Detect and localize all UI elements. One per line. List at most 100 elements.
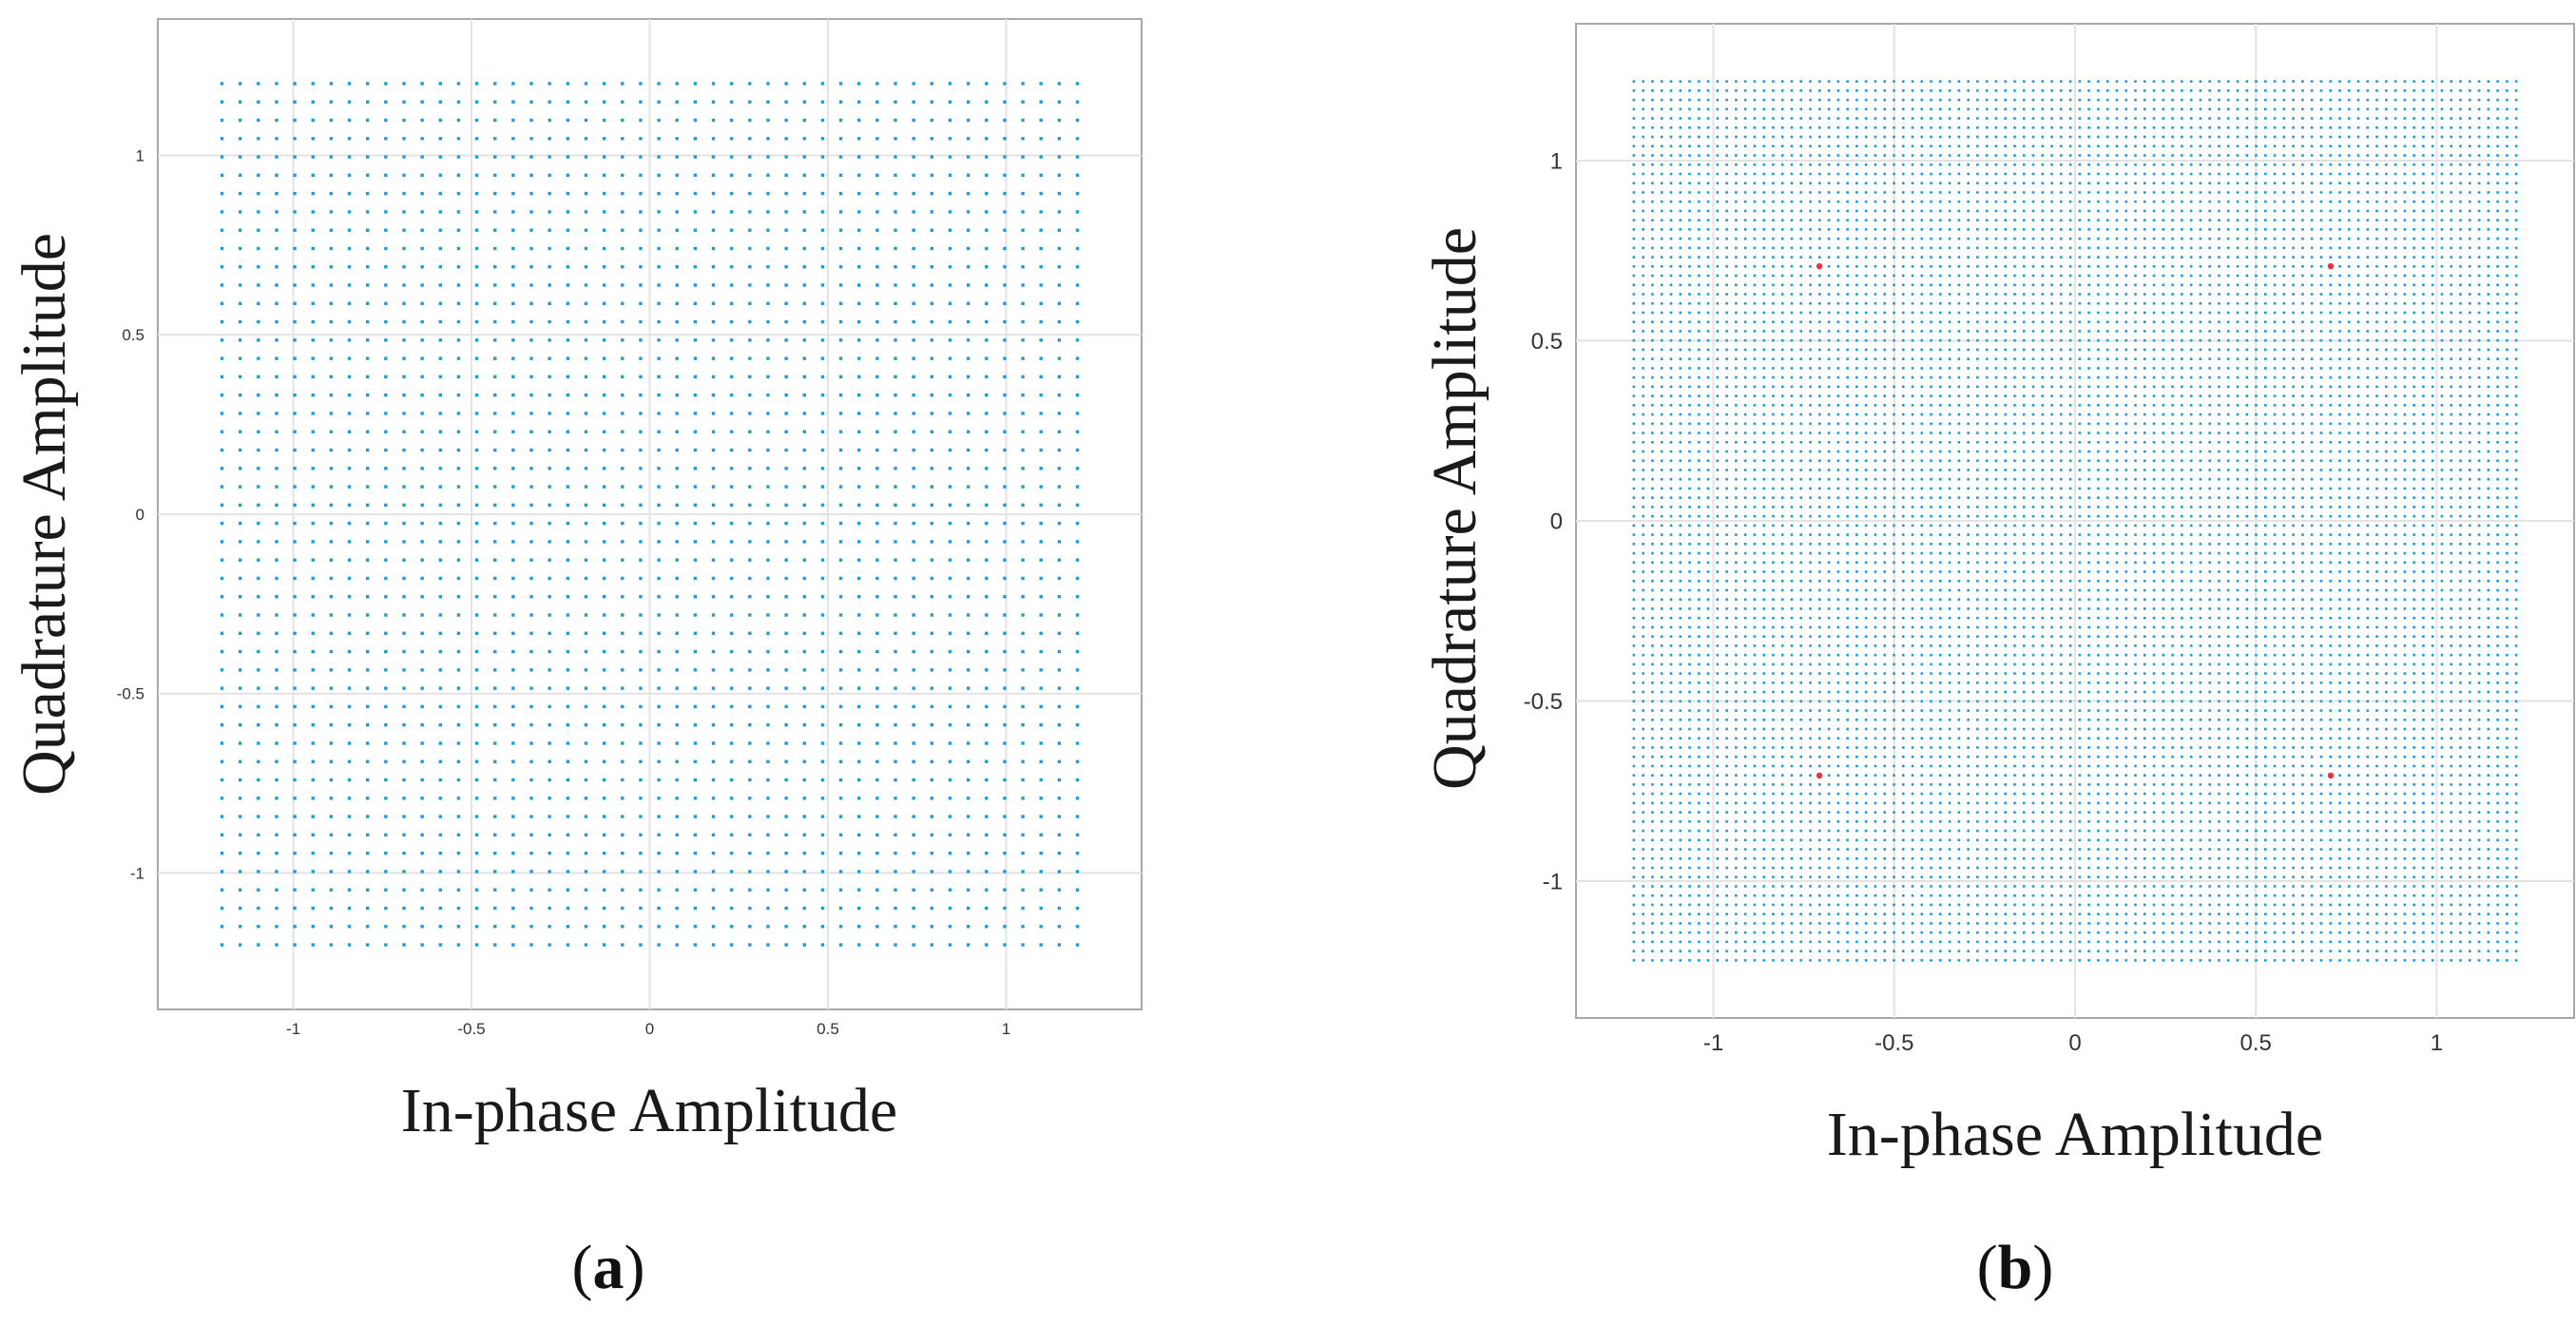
chart-a-point: [457, 283, 460, 286]
chart-a-point: [366, 613, 369, 616]
chart-a-point: [239, 302, 241, 305]
chart-b-point: [1725, 950, 1728, 952]
chart-b-point: [1781, 302, 1784, 305]
chart-a-point: [730, 228, 733, 231]
chart-b-point: [1679, 210, 1682, 213]
chart-b-point: [1846, 432, 1849, 434]
chart-b-point: [1744, 580, 1747, 583]
chart-a-point: [567, 247, 569, 250]
chart-b-point: [1781, 570, 1784, 573]
chart-b-point: [1633, 376, 1636, 379]
chart-a-point: [402, 650, 405, 653]
chart-b-point: [1865, 533, 1868, 536]
chart-b-point: [1688, 802, 1691, 805]
chart-a-point: [766, 723, 769, 726]
chart-b-point: [1670, 746, 1673, 749]
chart-b-point: [1855, 376, 1858, 379]
chart-b-point: [1874, 247, 1877, 250]
chart-a-point: [894, 137, 896, 140]
chart-b-point: [1883, 488, 1886, 490]
chart-b-point: [1809, 950, 1812, 952]
chart-a-point: [330, 577, 333, 580]
chart-b-point: [1661, 663, 1663, 666]
chart-b-point: [1735, 506, 1738, 509]
chart-b-point: [1688, 756, 1691, 759]
chart-a-point: [912, 431, 914, 433]
chart-a-point: [803, 431, 806, 433]
chart-a-point: [257, 247, 260, 250]
chart-b-point: [1772, 422, 1775, 425]
chart-b-point: [1642, 201, 1644, 203]
chart-b-point: [1679, 701, 1682, 703]
chart-b-point: [1642, 894, 1644, 897]
chart-a-point: [511, 668, 514, 671]
chart-b-point: [1717, 247, 1720, 250]
chart-b-point: [1781, 857, 1784, 860]
chart-b-point: [1688, 173, 1691, 176]
chart-a-point: [402, 338, 405, 341]
chart-a-point: [293, 650, 296, 653]
chart-b-point: [1762, 867, 1765, 870]
chart-b-point: [1717, 959, 1720, 962]
chart-a-point: [839, 907, 842, 910]
chart-b-point: [1633, 709, 1636, 712]
chart-b-point: [1799, 108, 1802, 111]
chart-a-point: [712, 797, 715, 799]
chart-a-point: [694, 595, 697, 598]
chart-b-point: [1874, 320, 1877, 323]
chart-a-point: [366, 504, 369, 507]
chart-b-point: [1809, 783, 1812, 786]
chart-b-point: [1670, 525, 1673, 528]
chart-b-point: [1661, 746, 1663, 749]
chart-b-point: [1698, 941, 1701, 944]
chart-a-point: [967, 485, 970, 488]
chart-a-point: [366, 650, 369, 653]
chart-a-point: [949, 210, 952, 213]
chart-b-point: [1762, 719, 1765, 721]
chart-b-point: [1651, 126, 1654, 129]
chart-a-point: [857, 741, 860, 744]
chart-b-point: [1762, 644, 1765, 647]
chart-b-point: [1818, 709, 1821, 712]
chart-b-point: [1754, 922, 1757, 925]
chart-a-point: [912, 265, 914, 268]
chart-a-point: [457, 595, 460, 598]
chart-a-point: [402, 632, 405, 635]
chart-b-point: [1818, 672, 1821, 675]
chart-b-point: [1809, 219, 1812, 221]
chart-b-point: [1809, 701, 1812, 703]
chart-b-point: [1754, 126, 1757, 129]
chart-a-point: [730, 302, 733, 305]
chart-b-point: [1874, 275, 1877, 278]
chart-a-point: [567, 558, 569, 561]
chart-a-point: [1040, 192, 1043, 195]
chart-a-point: [1021, 192, 1024, 195]
chart-a-point: [676, 577, 679, 580]
chart-a-point: [257, 228, 260, 231]
chart-a-point: [657, 302, 660, 305]
chart-b-point: [1661, 774, 1663, 777]
chart-a-point: [894, 797, 896, 799]
chart-a-point: [931, 485, 933, 488]
chart-a-point: [875, 485, 878, 488]
chart-b-point: [1725, 302, 1728, 305]
chart-a-point: [511, 449, 514, 451]
chart-a-point: [967, 778, 970, 781]
chart-b-point: [1883, 451, 1886, 453]
chart-a-point: [784, 137, 787, 140]
chart-a-point: [875, 174, 878, 177]
chart-a-point: [366, 412, 369, 414]
chart-a-point: [912, 320, 914, 323]
chart-a-point: [676, 852, 679, 855]
chart-b-point: [1670, 533, 1673, 536]
chart-b-point: [1781, 404, 1784, 407]
chart-a-point: [657, 558, 660, 561]
chart-b-point: [1744, 617, 1747, 620]
chart-b-point: [1883, 959, 1886, 962]
chart-b-point: [1661, 357, 1663, 360]
chart-b-point: [1837, 506, 1840, 509]
chart-b-point: [1688, 394, 1691, 397]
chart-a-point: [931, 613, 933, 616]
chart-b-point: [1754, 312, 1757, 315]
chart-b-point: [1633, 265, 1636, 268]
